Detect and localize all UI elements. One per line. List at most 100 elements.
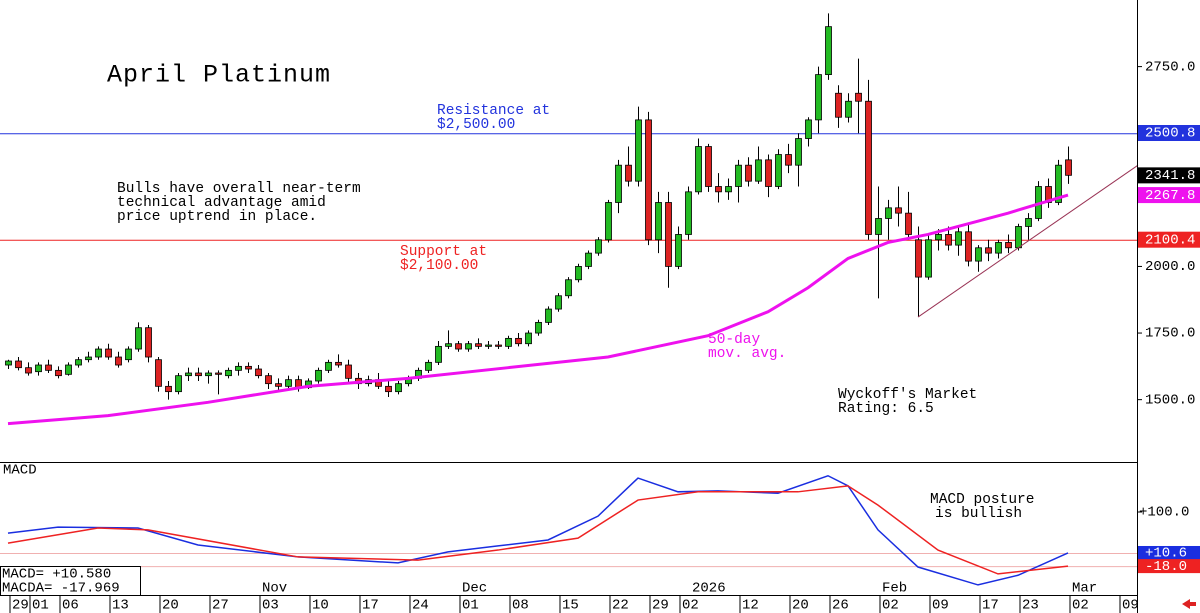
candle-body <box>615 164 622 203</box>
candle-body <box>805 119 812 139</box>
candle-body <box>515 337 522 345</box>
candle-body <box>645 119 652 241</box>
candle-body <box>495 344 502 347</box>
price-label: 2267.8 <box>1145 188 1195 204</box>
annotation: Bulls have overall near-term <box>117 181 361 197</box>
annotation: Wyckoff's Market <box>838 387 977 403</box>
x-tick-label: 09 <box>932 598 949 613</box>
annotation: Support at <box>400 244 487 260</box>
value-label-box <box>1138 545 1200 560</box>
macd-line <box>7 474 1069 586</box>
candle-body <box>525 332 532 345</box>
candle-body <box>735 164 742 187</box>
candle-body <box>315 369 322 382</box>
panel-title: MACD <box>3 463 37 479</box>
x-tick-label: 13 <box>112 598 129 613</box>
candle-body <box>225 369 232 377</box>
candle-body <box>895 207 902 214</box>
x-tick-label: 01 <box>462 598 479 613</box>
macd-line <box>7 485 1069 575</box>
price-label: 2500.8 <box>1145 126 1195 142</box>
x-tick-label: 12 <box>742 598 759 613</box>
x-tick-label: 03 <box>262 598 279 613</box>
candle-body <box>155 359 162 387</box>
arrow-icon <box>1182 599 1196 609</box>
month-label: Dec <box>462 581 487 597</box>
x-tick-label: 24 <box>412 598 429 613</box>
value-label-box <box>1138 559 1200 574</box>
candle-body <box>65 364 72 375</box>
candle-body <box>245 365 252 370</box>
candle-body <box>675 234 682 267</box>
candle-body <box>465 343 472 350</box>
x-tick-label: 09 <box>1122 598 1139 613</box>
candle-body <box>195 372 202 377</box>
annotation: Resistance at <box>437 103 550 119</box>
candle-body <box>215 372 222 375</box>
candle-body <box>485 344 492 347</box>
candle-body <box>595 239 602 254</box>
candle-body <box>955 231 962 246</box>
y-tick-label: 1750.0 <box>1145 326 1195 342</box>
x-tick-label: 08 <box>512 598 529 613</box>
candle-body <box>1025 218 1032 227</box>
annotation: Rating: 6.5 <box>838 401 934 417</box>
candle-body <box>995 242 1002 254</box>
candle-body <box>105 348 112 358</box>
candle-body <box>565 279 572 297</box>
candle-body <box>725 186 732 193</box>
candle-body <box>775 154 782 187</box>
candle-body <box>885 207 892 219</box>
candle-body <box>505 337 512 347</box>
price-label: 2341.8 <box>1145 168 1195 184</box>
candle-body <box>275 383 282 387</box>
candle-body <box>345 364 352 379</box>
candle-body <box>665 202 672 267</box>
y-tick-label: 1500.0 <box>1145 392 1195 408</box>
y-tick-label: 2000.0 <box>1145 259 1195 275</box>
candle-body <box>115 356 122 366</box>
x-tick-label: 20 <box>792 598 809 613</box>
candle-body <box>185 372 192 377</box>
price-label-box <box>1138 167 1200 184</box>
candle-body <box>335 361 342 366</box>
month-label: 2026 <box>692 581 726 597</box>
candle-body <box>395 383 402 393</box>
plot-layer <box>5 13 1139 586</box>
candle-body <box>445 343 452 347</box>
candle-body <box>455 343 462 350</box>
candle-body <box>715 186 722 193</box>
candle-body <box>815 74 822 121</box>
candle-body <box>945 234 952 246</box>
candle-body <box>1065 159 1072 176</box>
candle-body <box>145 327 152 358</box>
candle-body <box>975 247 982 262</box>
x-tick-label: 17 <box>982 598 999 613</box>
candle-body <box>385 385 392 393</box>
x-tick-label: 15 <box>562 598 579 613</box>
value-label: +10.6 <box>1145 546 1187 562</box>
candle-body <box>965 231 972 262</box>
candle-body <box>695 146 702 193</box>
annotation: is bullish <box>935 506 1022 522</box>
candle-body <box>5 360 12 366</box>
candle-body <box>785 154 792 166</box>
candle-body <box>85 356 92 361</box>
candle-body <box>325 361 332 371</box>
x-tick-label: 29 <box>652 598 669 613</box>
candle-body <box>165 385 172 393</box>
price-label-box <box>1138 187 1200 204</box>
month-label: Nov <box>262 581 287 597</box>
candle-body <box>845 100 852 118</box>
annotation: $2,500.00 <box>437 117 515 133</box>
candle-body <box>635 119 642 182</box>
candle-body <box>135 327 142 350</box>
candle-body <box>795 138 802 166</box>
candle-body <box>285 379 292 387</box>
candle-body <box>175 375 182 393</box>
annotation: technical advantage amid <box>117 195 326 211</box>
candle-body <box>625 164 632 182</box>
readout-box <box>0 566 141 596</box>
value-label: -18.0 <box>1145 559 1187 575</box>
